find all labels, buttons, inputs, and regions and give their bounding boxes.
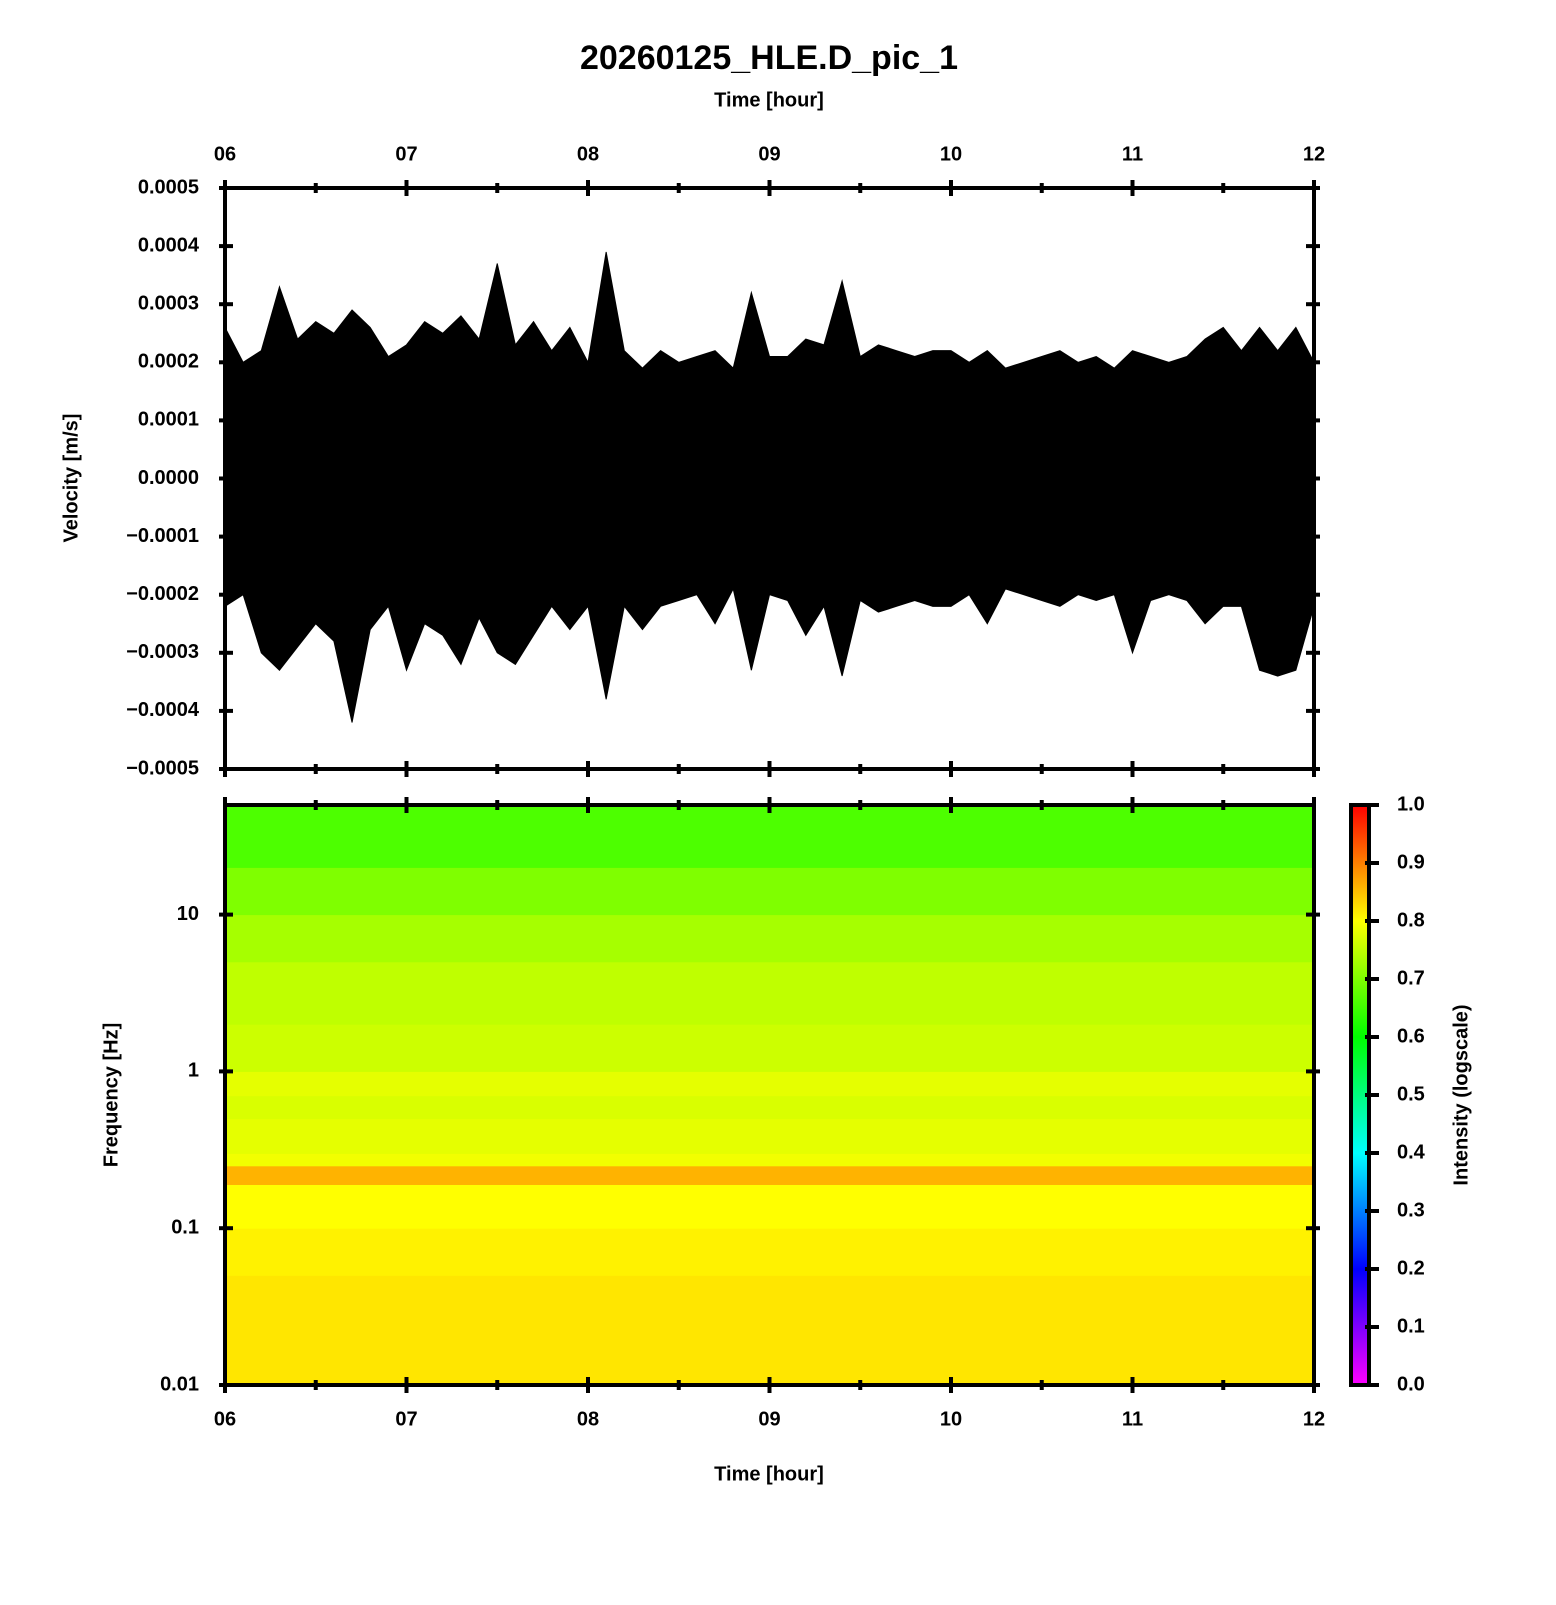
x-tick-label: 08 — [577, 1408, 599, 1430]
spectrogram-band — [225, 867, 1314, 916]
spectrogram-band — [225, 1071, 1314, 1097]
x-axis-label: Time [hour] — [714, 1463, 824, 1485]
spectrogram-band — [225, 1275, 1314, 1339]
y-tick-label: 0.0005 — [138, 176, 199, 198]
colorbar-tick-label: 0.6 — [1397, 1025, 1425, 1047]
y-tick-label: 10 — [177, 903, 199, 925]
colorbar-tick-label: 0.3 — [1397, 1199, 1425, 1221]
y-tick-label: 0.0004 — [138, 234, 200, 256]
y-tick-label: 0.0003 — [138, 292, 199, 314]
colorbar-tick-label: 0.2 — [1397, 1257, 1425, 1279]
spectrogram-band — [225, 805, 1314, 868]
colorbar-tick-label: 0.7 — [1397, 967, 1425, 989]
chart-title: 20260125_HLE.D_pic_1 — [580, 39, 958, 77]
colorbar-tick-label: 0.5 — [1397, 1083, 1425, 1105]
spectrogram-band — [225, 1184, 1314, 1202]
colorbar-label: Intensity (logscale) — [1450, 1004, 1472, 1185]
y-tick-label: 0.0002 — [138, 351, 199, 373]
y-tick-label: 0.01 — [160, 1373, 199, 1395]
waveform-envelope — [224, 478, 1315, 723]
x-tick-label: 11 — [1122, 1408, 1143, 1430]
spectrogram-band — [225, 961, 1314, 1025]
spectrogram-band — [225, 1118, 1314, 1154]
colorbar-tick-label: 0.9 — [1397, 851, 1425, 873]
x-tick-label: 10 — [940, 1408, 962, 1430]
y-tick-label: 0.0000 — [138, 467, 199, 489]
x-tick-label: 08 — [577, 143, 599, 165]
y-axis-label: Frequency [Hz] — [100, 1023, 122, 1167]
top-x-axis-label: Time [hour] — [714, 89, 824, 111]
y-tick-label: 0.0001 — [138, 409, 199, 431]
x-tick-label: 07 — [395, 143, 417, 165]
spectrogram-band — [225, 1165, 1314, 1185]
waveform-envelope — [224, 251, 1315, 479]
y-tick-label: −0.0005 — [126, 757, 199, 779]
x-tick-label: 12 — [1303, 1408, 1325, 1430]
y-tick-label: 0.1 — [171, 1216, 199, 1238]
x-tick-label: 09 — [758, 1408, 780, 1430]
spectrogram-band — [225, 1153, 1314, 1167]
y-tick-label: −0.0002 — [126, 583, 199, 605]
y-tick-label: −0.0004 — [126, 699, 200, 721]
colorbar-tick-label: 0.8 — [1397, 909, 1425, 931]
spectrogram-band — [225, 1200, 1314, 1229]
x-tick-label: 11 — [1122, 143, 1143, 165]
y-tick-label: −0.0001 — [126, 525, 199, 547]
spectrogram-band — [225, 1095, 1314, 1120]
spectrogram-band — [225, 914, 1314, 963]
y-tick-label: −0.0003 — [126, 641, 199, 663]
colorbar-tick-label: 0.0 — [1397, 1373, 1425, 1395]
x-tick-label: 12 — [1303, 143, 1325, 165]
x-tick-label: 09 — [758, 143, 780, 165]
x-tick-label: 10 — [940, 143, 962, 165]
x-tick-label: 06 — [214, 143, 236, 165]
colorbar-tick-label: 0.4 — [1397, 1141, 1426, 1163]
y-tick-label: 1 — [188, 1060, 199, 1082]
x-tick-label: 07 — [395, 1408, 417, 1430]
spectrogram-band — [225, 1228, 1314, 1276]
spectrogram-band — [225, 1024, 1314, 1072]
colorbar-tick-label: 0.1 — [1397, 1315, 1425, 1337]
y-axis-label: Velocity [m/s] — [60, 414, 82, 543]
x-tick-label: 06 — [214, 1408, 236, 1430]
colorbar-tick-label: 1.0 — [1397, 793, 1425, 815]
